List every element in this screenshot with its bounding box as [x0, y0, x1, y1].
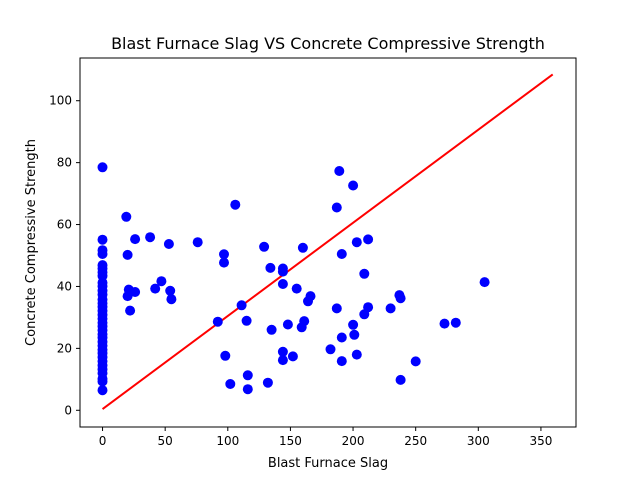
data-point-86	[351, 237, 362, 248]
data-point-49	[212, 316, 223, 327]
data-point-46	[165, 285, 176, 296]
data-point-54	[230, 199, 241, 210]
x-tick-label-100: 100	[216, 434, 239, 448]
data-point-55	[236, 300, 247, 311]
data-point-34	[97, 385, 108, 396]
data-point-48	[192, 237, 203, 248]
data-point-97	[439, 318, 450, 329]
data-point-88	[359, 268, 370, 279]
data-point-42	[145, 232, 156, 243]
data-point-96	[410, 356, 421, 367]
data-point-61	[265, 262, 276, 273]
plot-frame	[79, 57, 577, 428]
y-axis-ticks: 0 20 40 60 80 100	[49, 94, 80, 417]
y-tick-label-20: 20	[57, 341, 72, 355]
data-point-58	[242, 384, 253, 395]
data-point-91	[363, 302, 374, 313]
x-axis-label: Blast Furnace Slag	[268, 456, 388, 471]
data-point-35	[121, 211, 132, 222]
data-point-98	[450, 317, 461, 328]
data-point-95	[395, 374, 406, 385]
data-point-64	[277, 263, 288, 274]
data-point-52	[220, 350, 231, 361]
data-point-44	[156, 276, 167, 287]
data-point-43	[150, 283, 161, 294]
data-point-60	[262, 377, 273, 388]
data-point-67	[277, 355, 288, 366]
x-tick-label-250: 250	[404, 434, 427, 448]
y-tick-label-100: 100	[49, 94, 72, 108]
data-point-82	[336, 356, 347, 367]
data-point-57	[242, 370, 253, 381]
x-axis-ticks: 0 50 100 150 200 250 300 350	[99, 427, 552, 448]
fit-line	[101, 73, 554, 410]
y-tick-label-40: 40	[57, 279, 72, 293]
data-point-73	[299, 316, 310, 327]
data-point-68	[282, 319, 293, 330]
data-point-41	[130, 287, 141, 297]
fit-line-layer	[101, 73, 554, 410]
data-point-83	[348, 180, 359, 191]
data-point-51	[219, 257, 229, 268]
data-point-47	[166, 294, 177, 305]
data-point-50	[219, 249, 229, 260]
x-tick-label-0: 0	[99, 434, 107, 448]
data-point-1	[97, 234, 108, 245]
data-point-62	[266, 324, 277, 335]
data-point-85	[349, 329, 360, 340]
y-tick-label-60: 60	[57, 218, 72, 232]
data-point-81	[336, 332, 347, 343]
data-points-layer	[97, 162, 490, 396]
data-point-65	[277, 279, 288, 289]
data-point-39	[125, 305, 136, 316]
data-point-69	[287, 351, 298, 362]
y-tick-label-80: 80	[57, 156, 72, 170]
data-point-33	[97, 376, 108, 387]
data-point-40	[130, 234, 141, 245]
data-point-66	[277, 346, 288, 357]
data-point-94	[395, 293, 406, 304]
data-point-87	[351, 349, 362, 360]
x-tick-label-50: 50	[158, 434, 173, 448]
y-axis-label: Concrete Compressive Strength	[24, 139, 39, 346]
data-point-79	[334, 166, 345, 176]
y-tick-label-0: 0	[64, 403, 72, 417]
data-point-99	[479, 277, 490, 288]
data-point-70	[291, 283, 302, 294]
data-point-77	[331, 202, 342, 213]
data-point-92	[385, 303, 396, 314]
data-point-80	[336, 249, 347, 259]
data-point-56	[241, 315, 252, 326]
data-point-3	[97, 249, 108, 259]
data-point-90	[363, 234, 374, 245]
x-tick-label-150: 150	[279, 434, 302, 448]
x-tick-label-200: 200	[342, 434, 365, 448]
data-point-36	[122, 249, 133, 260]
data-point-84	[348, 319, 359, 330]
data-point-53	[225, 379, 236, 389]
data-point-45	[163, 239, 174, 249]
chart-title: Blast Furnace Slag VS Concrete Compressi…	[111, 34, 545, 53]
data-point-75	[305, 291, 316, 302]
x-tick-label-300: 300	[467, 434, 490, 448]
data-point-0	[97, 162, 108, 173]
x-tick-label-350: 350	[529, 434, 552, 448]
data-point-72	[297, 242, 308, 253]
data-point-78	[331, 303, 342, 314]
data-point-76	[325, 344, 336, 355]
data-point-59	[259, 241, 270, 252]
